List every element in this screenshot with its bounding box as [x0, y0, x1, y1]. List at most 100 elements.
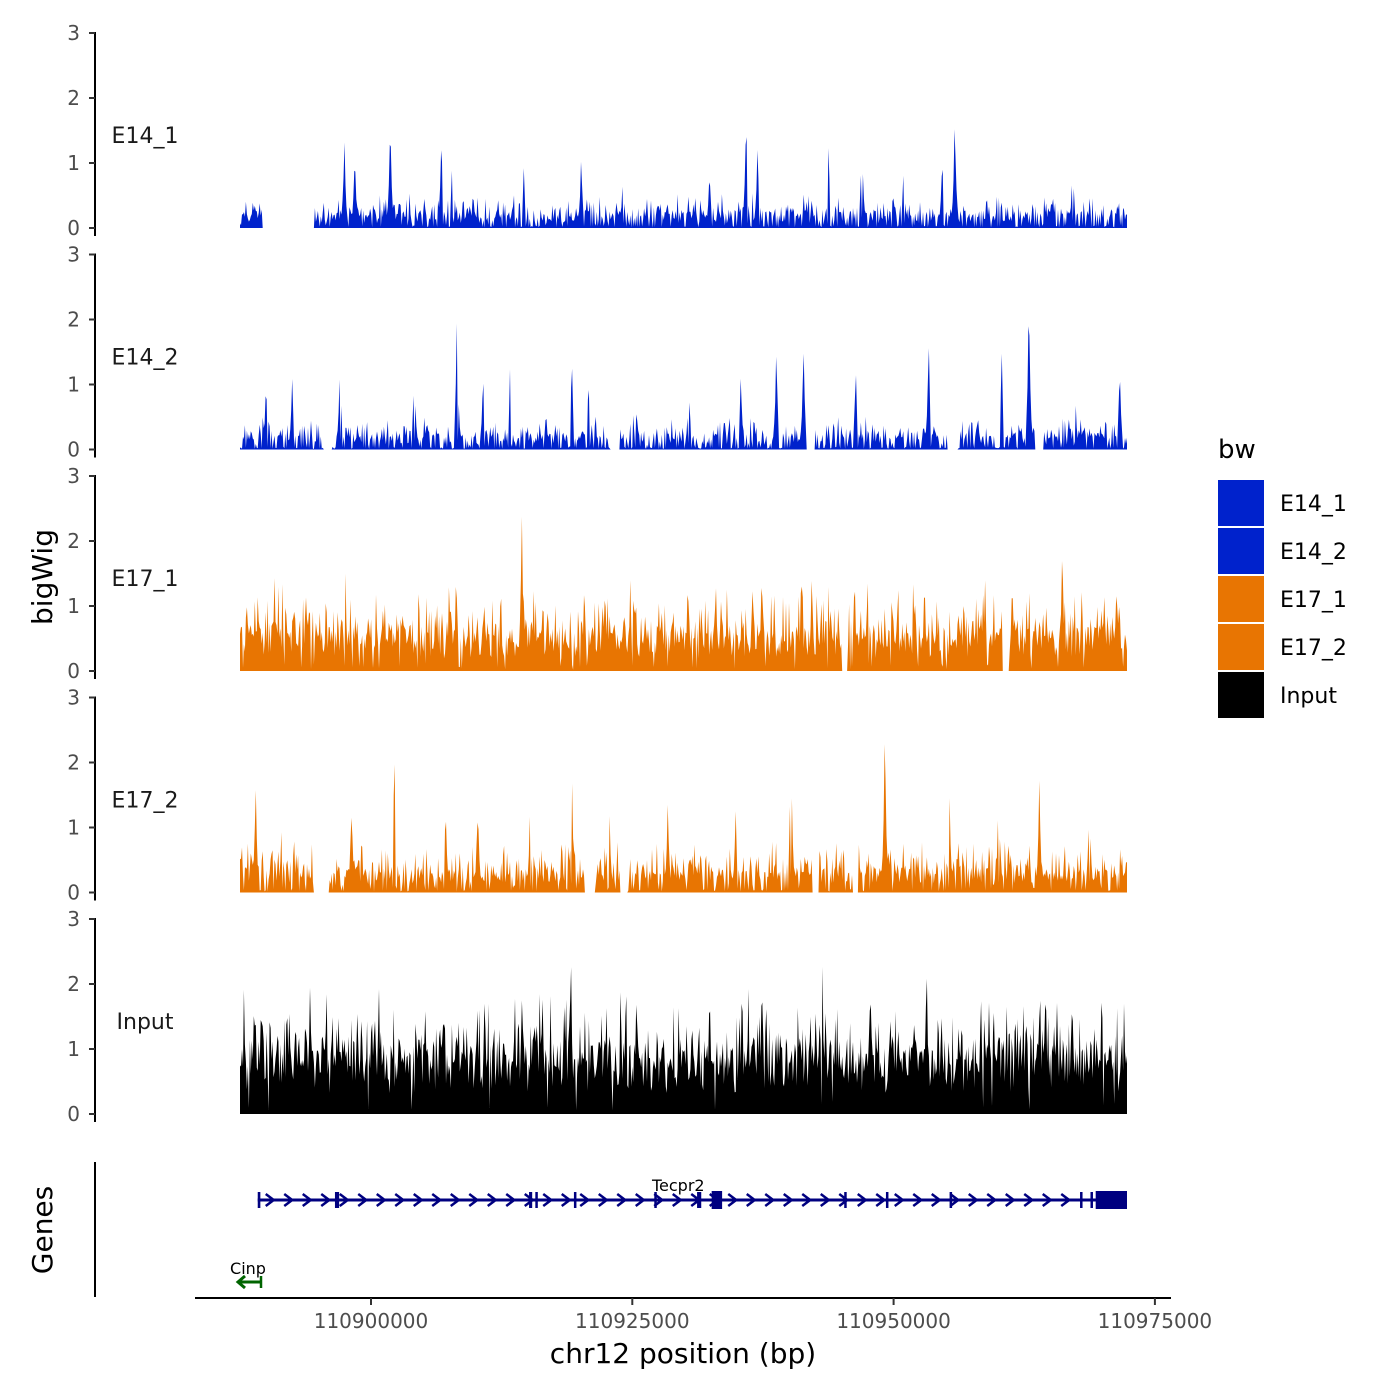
strand-arrow: [745, 1193, 757, 1207]
y-tick-label: 2: [67, 751, 80, 775]
track-label: E17_1: [112, 567, 179, 592]
strand-arrow: [283, 1193, 295, 1207]
y-axis-title: bigWig: [26, 529, 59, 625]
legend-swatch: [1218, 672, 1264, 718]
x-tick-label: 110975000: [1098, 1309, 1213, 1333]
strand-arrow: [431, 1193, 443, 1207]
strand-arrow: [394, 1193, 406, 1207]
y-tick-label: 3: [67, 907, 80, 931]
strand-arrow: [912, 1193, 924, 1207]
x-tick-label: 110925000: [575, 1309, 690, 1333]
y-tick-label: 0: [67, 1102, 80, 1126]
strand-arrow: [967, 1193, 979, 1207]
gene-exon: [1095, 1191, 1127, 1209]
track-label: E14_2: [112, 346, 179, 371]
y-tick-label: 0: [67, 216, 80, 240]
strand-arrow: [264, 1193, 276, 1207]
strand-arrow: [412, 1193, 424, 1207]
track-e17-2: 0 1 2 3 E17_2: [67, 686, 1127, 905]
strand-arrow: [597, 1193, 609, 1207]
strand-arrow: [634, 1193, 646, 1207]
gene-exon: [1080, 1192, 1083, 1208]
legend-title: bw: [1218, 435, 1256, 465]
track-e14-2: 0 1 2 3 E14_2: [67, 243, 1127, 462]
strand-arrow: [819, 1193, 831, 1207]
y-tick-label: 3: [67, 686, 80, 710]
gene-label: Cinp: [230, 1259, 266, 1278]
x-axis-title: chr12 position (bp): [550, 1337, 816, 1370]
strand-arrow: [764, 1193, 776, 1207]
gene-exon: [573, 1192, 577, 1208]
strand-arrow: [486, 1193, 498, 1207]
coverage-area-e17-2: [240, 744, 1127, 893]
track-label: E14_1: [112, 124, 179, 149]
gene-exon: [529, 1192, 533, 1208]
legend-item-e14-2: E14_2: [1218, 528, 1347, 574]
legend-swatch: [1218, 480, 1264, 526]
strand-arrow: [235, 1274, 246, 1290]
y-tick-label: 3: [67, 464, 80, 488]
strand-arrow: [782, 1193, 794, 1207]
gene-exon: [257, 1192, 261, 1208]
strand-arrow: [357, 1193, 369, 1207]
gene-exon: [654, 1192, 657, 1208]
strand-arrow: [856, 1193, 868, 1207]
strand-arrow: [542, 1193, 554, 1207]
gene-panel-title: Genes: [26, 1186, 59, 1274]
coverage-area-e14-1: [240, 129, 1127, 228]
strand-arrow: [653, 1193, 665, 1207]
track-label: Input: [117, 1010, 174, 1035]
gene-cinp: Cinp: [230, 1259, 266, 1290]
y-tick-label: 1: [67, 1037, 80, 1061]
strand-arrow: [949, 1193, 961, 1207]
strand-arrow: [560, 1193, 572, 1207]
legend-item-e14-1: E14_1: [1218, 480, 1347, 526]
strand-arrow: [375, 1193, 387, 1207]
strand-arrow: [505, 1193, 517, 1207]
legend-items: E14_1 E14_2 E17_1 E17_2 Input: [1218, 480, 1347, 718]
x-axis: 110900000 110925000 110950000 110975000 chr…: [195, 1297, 1213, 1370]
y-tick-label: 2: [67, 308, 80, 332]
y-tick-label: 3: [67, 243, 80, 267]
track-label: E17_2: [112, 789, 179, 814]
track-input: 0 1 2 3 Input: [67, 907, 1127, 1126]
strand-arrow: [930, 1193, 942, 1207]
strand-arrow: [468, 1193, 480, 1207]
y-tick-label: 0: [67, 659, 80, 683]
gene-exon: [949, 1192, 953, 1208]
y-tick-label: 2: [67, 972, 80, 996]
gene-exon: [711, 1191, 723, 1209]
strand-arrow: [1004, 1193, 1016, 1207]
legend-swatch: [1218, 576, 1264, 622]
strand-arrow: [301, 1193, 313, 1207]
legend-item-e17-1: E17_1: [1218, 576, 1347, 622]
y-tick-label: 2: [67, 86, 80, 110]
legend-label: E17_1: [1280, 588, 1347, 613]
gene-exon: [1090, 1192, 1093, 1208]
coverage-tracks: 0 1 2 3 E14_1 0 1 2 3 E14_2 0 1 2 3 E17_1 0 1 2 3 E17_2 0 1 2 3…: [67, 21, 1127, 1126]
strand-arrow: [1060, 1193, 1072, 1207]
strand-arrow: [801, 1193, 813, 1207]
strand-arrow: [838, 1193, 850, 1207]
track-e14-1: 0 1 2 3 E14_1: [67, 21, 1127, 240]
gene-panel: Genes Tecpr2 Cinp: [26, 1162, 1127, 1297]
gene-exon: [844, 1192, 847, 1208]
legend-item-input: Input: [1218, 672, 1337, 718]
strand-arrow: [523, 1193, 535, 1207]
strand-arrow: [727, 1193, 739, 1207]
strand-arrow: [338, 1193, 350, 1207]
y-tick-label: 0: [67, 881, 80, 905]
strand-arrow: [1023, 1193, 1035, 1207]
gene-tecpr2: Tecpr2: [257, 1176, 1127, 1209]
track-e17-1: 0 1 2 3 E17_1: [67, 464, 1127, 683]
gene-exon: [697, 1192, 702, 1208]
gene-exon: [334, 1192, 340, 1208]
gene-label: Tecpr2: [651, 1176, 705, 1195]
coverage-area-e17-1: [240, 516, 1127, 671]
gene-models: Tecpr2 Cinp: [230, 1176, 1127, 1290]
strand-arrow: [1041, 1193, 1053, 1207]
coverage-area-input: [240, 966, 1127, 1114]
strand-arrow: [986, 1193, 998, 1207]
legend-label: E17_2: [1280, 636, 1347, 661]
